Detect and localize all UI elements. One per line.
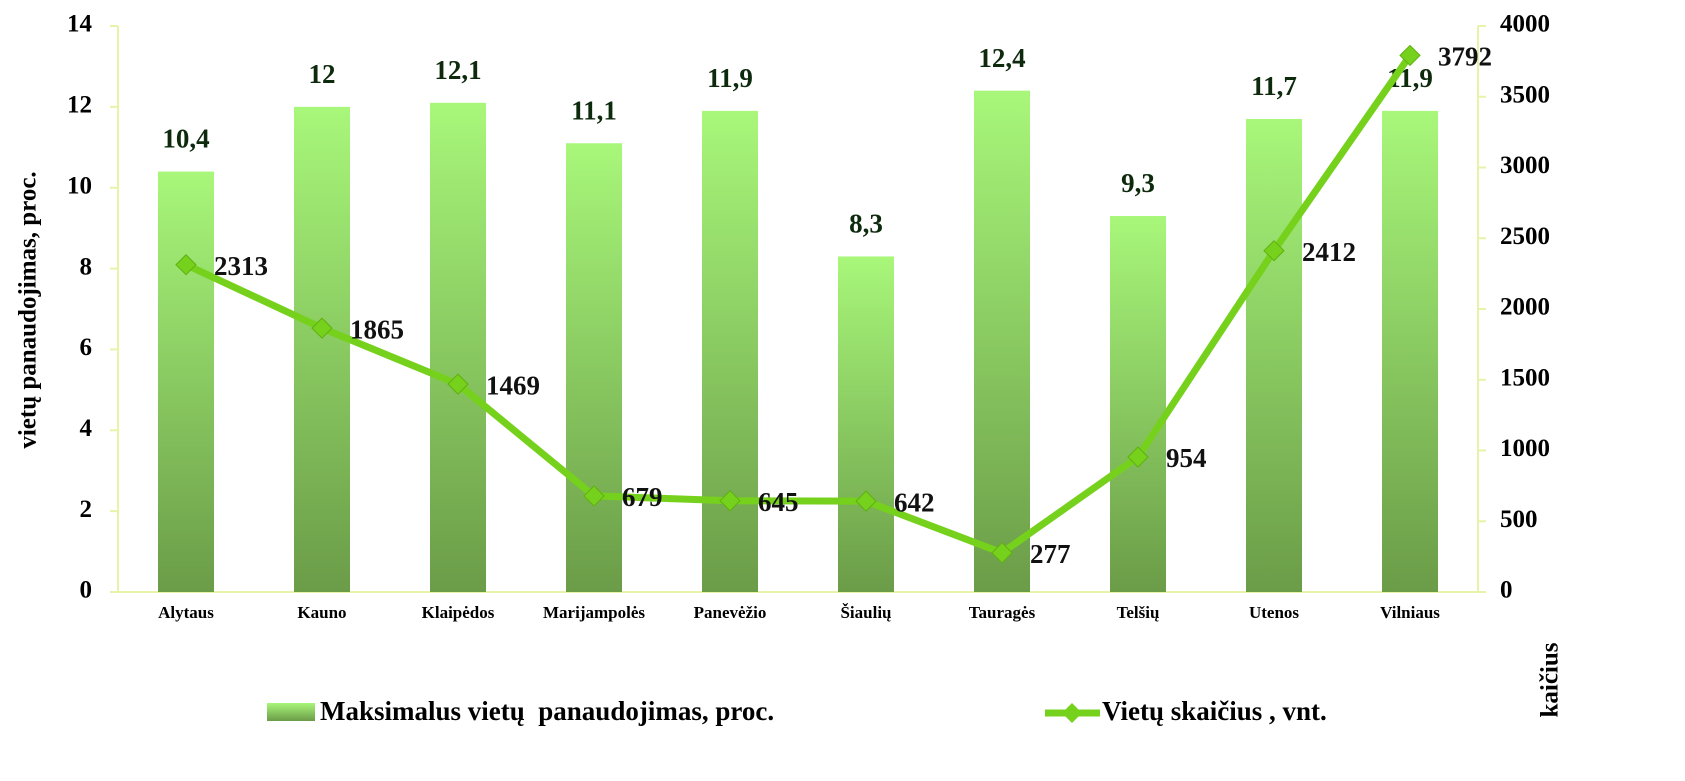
bar: [1110, 216, 1166, 592]
bar: [974, 90, 1030, 592]
line-value-label: 3792: [1438, 42, 1492, 72]
x-tick-label: Marijampolės: [543, 603, 645, 622]
x-tick-label: Utenos: [1249, 603, 1299, 622]
bar: [430, 102, 486, 593]
y2-tick-label: 2500: [1500, 223, 1550, 250]
y-tick-label: 8: [80, 253, 93, 280]
bar: [1246, 118, 1302, 592]
y2-tick-label: 3000: [1500, 152, 1550, 179]
y-axis-label: vietų panaudojimas, proc.: [15, 171, 42, 448]
bar: [294, 106, 350, 592]
bar-value-label: 9,3: [1121, 168, 1155, 198]
line-marker: [991, 542, 1013, 564]
line-marker: [1263, 239, 1285, 262]
y-tick-label: 2: [80, 496, 93, 523]
y2-tick-label: 3500: [1500, 81, 1550, 108]
line-value-label: 277: [1030, 539, 1071, 569]
y2-tick-label: 500: [1500, 506, 1538, 533]
bar-value-label: 11,9: [707, 63, 753, 93]
x-tick-label: Kauno: [297, 603, 346, 622]
y2-axis-label: kaičius: [1537, 642, 1564, 717]
line-marker: [1127, 446, 1149, 468]
line-marker: [719, 490, 741, 512]
y2-tick-label: 0: [1500, 577, 1513, 604]
line-value-label: 645: [758, 487, 799, 517]
y2-tick-label: 1500: [1500, 364, 1550, 391]
line-marker: [447, 373, 469, 395]
x-tick-label: Alytaus: [158, 603, 214, 622]
y2-tick-label: 2000: [1500, 294, 1550, 321]
x-tick-label: Telšių: [1117, 603, 1160, 622]
x-tick-label: Tauragės: [969, 603, 1036, 622]
bar-value-label: 11,7: [1251, 71, 1297, 101]
y-tick-label: 10: [67, 172, 92, 199]
bar-value-label: 8,3: [849, 209, 883, 239]
legend-marker: [1062, 703, 1082, 723]
line-value-label: 954: [1166, 443, 1207, 473]
legend-label: Vietų skaičius , vnt.: [1102, 696, 1327, 726]
line: [184, 53, 1413, 557]
line-value-label: 2412: [1302, 237, 1356, 267]
y-tick-label: 14: [67, 11, 93, 38]
line-value-label: 1865: [350, 314, 404, 344]
line-value-label: 2313: [214, 251, 268, 281]
line-value-label: 679: [622, 482, 663, 512]
bar: [702, 110, 758, 593]
bar: [158, 171, 214, 593]
y-tick-label: 0: [80, 577, 93, 604]
y-tick-label: 4: [80, 415, 93, 442]
line-value-label: 1469: [486, 370, 540, 400]
x-tick-label: Klaipėdos: [422, 603, 495, 622]
bar-value-label: 12,1: [434, 55, 481, 85]
y-tick-label: 12: [67, 92, 92, 119]
x-tick-label: Vilniaus: [1380, 603, 1440, 622]
x-tick-label: Šiaulių: [840, 603, 891, 622]
legend-label: Maksimalus vietų panaudojimas, proc.: [320, 696, 774, 726]
legend-swatch: [267, 703, 315, 721]
y2-tick-label: 1000: [1500, 435, 1550, 462]
line-marker: [311, 317, 333, 339]
line-value-label: 642: [894, 487, 935, 517]
y2-tick-label: 4000: [1500, 11, 1550, 38]
bar-value-label: 12,4: [978, 43, 1025, 73]
bar: [1382, 110, 1438, 593]
bar: [566, 143, 622, 592]
line-marker: [855, 490, 877, 512]
bar: [838, 256, 894, 592]
line-marker: [583, 485, 605, 507]
bar-value-label: 10,4: [162, 124, 209, 154]
x-tick-label: Panevėžio: [694, 603, 767, 622]
bar-value-label: 12: [309, 59, 336, 89]
bar-value-label: 11,1: [571, 95, 617, 125]
line-marker: [1399, 44, 1421, 67]
line-marker: [175, 254, 197, 276]
y-tick-label: 6: [80, 334, 93, 361]
